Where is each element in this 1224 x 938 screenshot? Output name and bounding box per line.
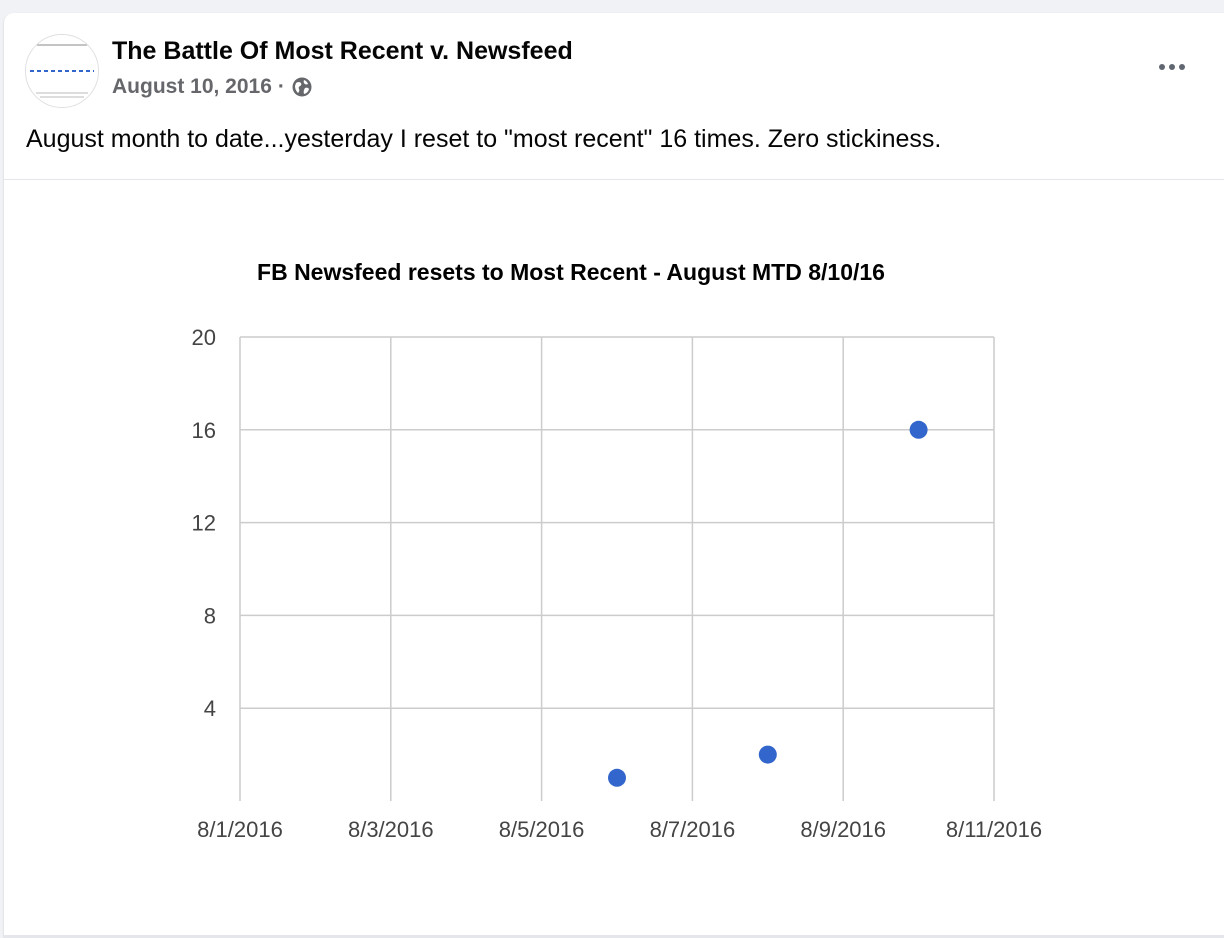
x-tick-label: 8/9/2016 bbox=[800, 817, 886, 842]
x-tick-label: 8/3/2016 bbox=[348, 817, 434, 842]
x-tick-label: 8/5/2016 bbox=[499, 817, 585, 842]
data-point bbox=[608, 768, 626, 787]
y-tick-label: 20 bbox=[192, 325, 216, 350]
post-meta: August 10, 2016 · bbox=[112, 75, 313, 99]
y-tick-label: 12 bbox=[192, 511, 216, 536]
more-options-icon-dot bbox=[1169, 64, 1175, 70]
chart-title: FB Newsfeed resets to Most Recent - Augu… bbox=[257, 259, 885, 285]
x-tick-label: 8/11/2016 bbox=[946, 817, 1042, 842]
more-options-icon bbox=[1159, 64, 1165, 70]
post-date[interactable]: August 10, 2016 bbox=[112, 75, 272, 98]
data-points bbox=[608, 420, 928, 787]
x-tick-label: 8/7/2016 bbox=[650, 817, 736, 842]
chart-image[interactable]: FB Newsfeed resets to Most Recent - Augu… bbox=[4, 180, 1224, 938]
y-axis-ticks: 4 8 12 16 20 bbox=[192, 325, 216, 721]
more-options-button[interactable] bbox=[1152, 51, 1192, 83]
y-tick-label: 4 bbox=[204, 696, 216, 721]
data-point bbox=[758, 745, 777, 764]
scatter-chart: FB Newsfeed resets to Most Recent - Augu… bbox=[192, 259, 1043, 842]
card-bottom-border bbox=[4, 935, 1224, 938]
post-card: The Battle Of Most Recent v. Newsfeed Au… bbox=[4, 13, 1224, 938]
post-text: August month to date...yesterday I reset… bbox=[26, 125, 942, 153]
more-options-icon-dot bbox=[1179, 64, 1185, 70]
y-tick-label: 16 bbox=[192, 418, 216, 443]
y-tick-label: 8 bbox=[204, 603, 216, 628]
globe-icon[interactable] bbox=[291, 76, 313, 98]
chart-grid bbox=[239, 336, 995, 801]
data-point bbox=[909, 420, 928, 439]
chart-thumbnail-icon bbox=[26, 35, 98, 107]
divider bbox=[4, 179, 1224, 180]
x-tick-label: 8/1/2016 bbox=[197, 817, 283, 842]
avatar[interactable] bbox=[25, 34, 99, 108]
post-title[interactable]: The Battle Of Most Recent v. Newsfeed bbox=[112, 37, 573, 65]
x-axis-ticks: 8/1/2016 8/3/2016 8/5/2016 8/7/2016 8/9/2016… bbox=[197, 817, 1042, 842]
meta-separator: · bbox=[277, 75, 285, 98]
